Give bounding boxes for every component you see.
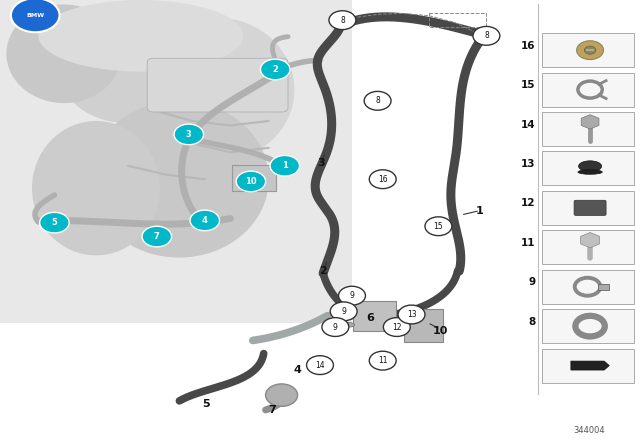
Circle shape (473, 26, 500, 45)
FancyBboxPatch shape (542, 230, 634, 264)
Text: 4: 4 (294, 365, 301, 375)
Text: 12: 12 (521, 198, 536, 208)
Text: 10: 10 (433, 326, 448, 336)
FancyBboxPatch shape (542, 349, 634, 383)
FancyBboxPatch shape (232, 165, 276, 191)
FancyBboxPatch shape (542, 270, 634, 304)
Text: 10: 10 (245, 177, 257, 186)
Ellipse shape (343, 308, 355, 312)
FancyBboxPatch shape (542, 191, 634, 225)
Circle shape (584, 46, 596, 54)
Circle shape (383, 318, 410, 336)
FancyBboxPatch shape (542, 112, 634, 146)
Text: 8: 8 (529, 317, 536, 327)
FancyBboxPatch shape (404, 309, 443, 342)
Text: 15: 15 (433, 222, 444, 231)
Text: 2: 2 (272, 65, 278, 74)
Text: 9: 9 (349, 291, 355, 300)
Text: 7: 7 (154, 232, 159, 241)
Text: 1: 1 (282, 161, 288, 170)
FancyBboxPatch shape (574, 200, 606, 215)
Text: 9: 9 (529, 277, 536, 287)
Text: 11: 11 (378, 356, 387, 365)
Circle shape (142, 226, 172, 247)
Text: 13: 13 (521, 159, 536, 169)
Text: 9: 9 (333, 323, 338, 332)
Circle shape (364, 91, 391, 110)
Text: 4: 4 (202, 216, 208, 225)
Text: 2: 2 (319, 266, 327, 276)
Text: 9: 9 (341, 307, 346, 316)
FancyBboxPatch shape (542, 151, 634, 185)
Circle shape (11, 0, 60, 32)
Text: 7: 7 (268, 405, 276, 415)
Ellipse shape (579, 161, 602, 172)
Text: 11: 11 (521, 238, 536, 248)
Text: 15: 15 (521, 80, 536, 90)
Circle shape (425, 217, 452, 236)
Circle shape (174, 124, 204, 145)
Circle shape (266, 384, 298, 406)
Text: 6: 6 (366, 313, 374, 323)
Polygon shape (571, 361, 609, 370)
Circle shape (339, 286, 365, 305)
Text: 14: 14 (521, 120, 536, 129)
Text: 5: 5 (51, 218, 58, 227)
Text: 3: 3 (186, 130, 191, 139)
Circle shape (270, 155, 300, 176)
Text: 16: 16 (378, 175, 388, 184)
FancyBboxPatch shape (542, 73, 634, 107)
Text: 16: 16 (521, 41, 536, 51)
Ellipse shape (343, 315, 355, 319)
Circle shape (369, 170, 396, 189)
Text: 13: 13 (406, 310, 417, 319)
Text: BMW: BMW (26, 13, 44, 18)
Circle shape (307, 356, 333, 375)
Text: 5: 5 (202, 399, 210, 409)
Circle shape (40, 212, 69, 233)
FancyBboxPatch shape (147, 58, 288, 112)
FancyBboxPatch shape (0, 0, 352, 323)
Ellipse shape (578, 170, 602, 174)
Ellipse shape (32, 121, 160, 255)
Circle shape (369, 351, 396, 370)
Ellipse shape (343, 323, 355, 327)
FancyBboxPatch shape (542, 309, 634, 343)
Ellipse shape (38, 0, 243, 72)
Text: 8: 8 (484, 31, 489, 40)
Text: 12: 12 (392, 323, 401, 332)
FancyBboxPatch shape (598, 284, 609, 290)
Circle shape (190, 210, 220, 231)
Ellipse shape (90, 101, 269, 258)
Circle shape (322, 318, 349, 336)
Text: 1: 1 (476, 206, 484, 215)
Text: 8: 8 (375, 96, 380, 105)
Circle shape (330, 302, 357, 321)
Circle shape (260, 59, 290, 80)
Ellipse shape (141, 18, 294, 161)
Circle shape (398, 305, 425, 324)
Circle shape (329, 11, 356, 30)
Text: 344004: 344004 (573, 426, 605, 435)
Text: 8: 8 (340, 16, 345, 25)
Circle shape (236, 171, 266, 192)
FancyBboxPatch shape (542, 33, 634, 67)
Circle shape (577, 41, 604, 60)
Text: 3: 3 (317, 158, 325, 168)
Ellipse shape (58, 11, 198, 123)
FancyBboxPatch shape (353, 301, 396, 331)
Ellipse shape (6, 4, 122, 103)
Text: 14: 14 (315, 361, 325, 370)
